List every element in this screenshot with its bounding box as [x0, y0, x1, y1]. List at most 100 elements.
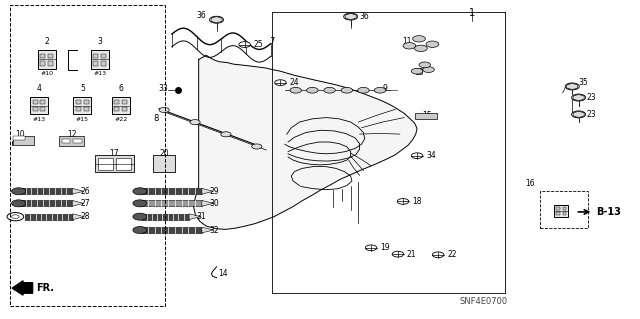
Bar — [48, 54, 53, 58]
Bar — [84, 100, 89, 104]
Text: 34: 34 — [426, 151, 436, 160]
Bar — [13, 136, 34, 145]
Text: SNF4E0700: SNF4E0700 — [460, 297, 508, 306]
Bar — [33, 100, 38, 104]
Polygon shape — [72, 200, 84, 206]
Bar — [48, 62, 53, 65]
Bar — [93, 54, 99, 58]
Text: 6: 6 — [118, 84, 123, 93]
Circle shape — [403, 43, 416, 49]
Polygon shape — [189, 214, 200, 219]
Text: 1: 1 — [469, 8, 475, 19]
Circle shape — [133, 200, 147, 207]
Text: 16: 16 — [525, 179, 534, 188]
Text: 5: 5 — [80, 84, 85, 93]
Text: 11: 11 — [402, 38, 412, 47]
Text: 4: 4 — [36, 84, 42, 93]
Circle shape — [12, 215, 19, 219]
Bar — [116, 158, 131, 170]
Bar — [74, 139, 82, 143]
Bar — [554, 204, 568, 217]
Polygon shape — [211, 17, 222, 23]
Circle shape — [190, 120, 200, 125]
Text: 22: 22 — [447, 250, 456, 259]
Bar — [415, 113, 437, 119]
Text: 30: 30 — [209, 199, 220, 208]
Circle shape — [341, 87, 353, 93]
Circle shape — [252, 144, 262, 149]
Bar — [76, 108, 81, 111]
Bar — [556, 207, 560, 210]
Circle shape — [426, 41, 439, 48]
Text: 10: 10 — [15, 130, 25, 139]
Bar — [40, 62, 45, 65]
Circle shape — [572, 94, 586, 101]
Circle shape — [412, 153, 423, 159]
Polygon shape — [202, 227, 213, 233]
Circle shape — [221, 132, 231, 137]
Polygon shape — [193, 55, 417, 229]
Circle shape — [290, 87, 301, 93]
Text: 17: 17 — [109, 149, 119, 158]
Text: 2: 2 — [44, 37, 49, 47]
Polygon shape — [573, 111, 584, 118]
Text: 23: 23 — [587, 110, 596, 119]
Text: 24: 24 — [289, 78, 299, 87]
Polygon shape — [567, 83, 578, 90]
Circle shape — [423, 67, 435, 72]
Text: 19: 19 — [380, 243, 390, 252]
Circle shape — [419, 62, 431, 68]
Bar — [20, 189, 72, 194]
Bar — [60, 136, 84, 145]
Text: 3: 3 — [97, 37, 102, 47]
Bar — [13, 136, 25, 140]
Text: 31: 31 — [196, 212, 206, 221]
Circle shape — [365, 245, 377, 251]
Text: 23: 23 — [587, 93, 596, 102]
Text: 18: 18 — [412, 197, 422, 206]
Text: 7: 7 — [269, 38, 275, 47]
Text: 27: 27 — [81, 199, 90, 208]
Circle shape — [572, 111, 586, 118]
Polygon shape — [202, 200, 213, 206]
Text: 14: 14 — [218, 269, 227, 278]
Text: #22: #22 — [114, 117, 127, 122]
Bar — [540, 191, 588, 228]
Circle shape — [392, 251, 404, 257]
Bar — [98, 158, 113, 170]
Circle shape — [133, 213, 147, 220]
Text: 20: 20 — [159, 149, 169, 158]
Bar — [141, 200, 202, 206]
Circle shape — [159, 108, 170, 113]
Text: #13: #13 — [33, 117, 45, 122]
Bar — [115, 108, 119, 111]
Bar — [122, 100, 127, 104]
Circle shape — [133, 226, 147, 234]
Bar — [115, 100, 119, 104]
Bar — [101, 54, 106, 58]
Circle shape — [412, 68, 423, 74]
Bar — [141, 227, 202, 233]
Bar — [563, 207, 566, 210]
Bar — [25, 214, 73, 219]
Bar — [141, 214, 189, 219]
Circle shape — [12, 188, 26, 195]
Bar — [84, 108, 89, 111]
Circle shape — [12, 200, 26, 207]
Bar — [20, 200, 72, 206]
Circle shape — [275, 80, 286, 85]
Bar — [40, 108, 45, 111]
Text: 36: 36 — [360, 12, 369, 21]
Text: FR.: FR. — [36, 283, 54, 293]
Circle shape — [415, 45, 428, 51]
Circle shape — [433, 252, 444, 258]
Circle shape — [413, 36, 426, 42]
Circle shape — [239, 42, 250, 48]
Circle shape — [324, 87, 335, 93]
Bar — [141, 189, 202, 194]
Bar — [62, 139, 70, 143]
Text: 12: 12 — [67, 130, 76, 139]
Text: 8: 8 — [154, 114, 159, 123]
Text: 13: 13 — [415, 68, 424, 77]
Bar — [40, 100, 45, 104]
